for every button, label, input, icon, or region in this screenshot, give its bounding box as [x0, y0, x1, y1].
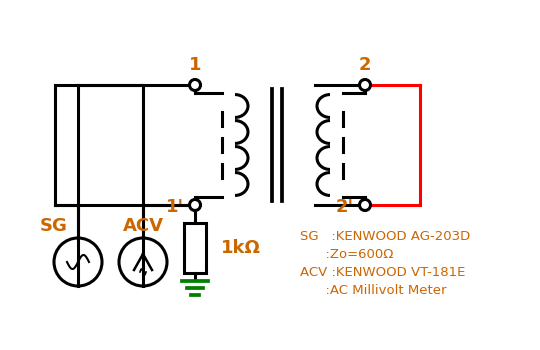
Text: 1: 1 [189, 56, 201, 74]
Text: :Zo=600Ω: :Zo=600Ω [300, 248, 393, 261]
Text: 2: 2 [359, 56, 372, 74]
Text: :AC Millivolt Meter: :AC Millivolt Meter [300, 284, 447, 297]
Bar [184, 223, 206, 273]
Circle shape [190, 79, 200, 91]
Text: ACV :KENWOOD VT-181E: ACV :KENWOOD VT-181E [300, 266, 465, 279]
Text: SG: SG [40, 217, 68, 235]
Circle shape [190, 199, 200, 210]
Text: ACV: ACV [123, 217, 164, 235]
Text: 2': 2' [336, 198, 354, 216]
Text: 1kΩ: 1kΩ [221, 239, 261, 257]
Circle shape [360, 79, 370, 91]
Circle shape [360, 199, 370, 210]
Text: 1': 1' [166, 198, 184, 216]
Text: SG   :KENWOOD AG-203D: SG :KENWOOD AG-203D [300, 230, 470, 243]
